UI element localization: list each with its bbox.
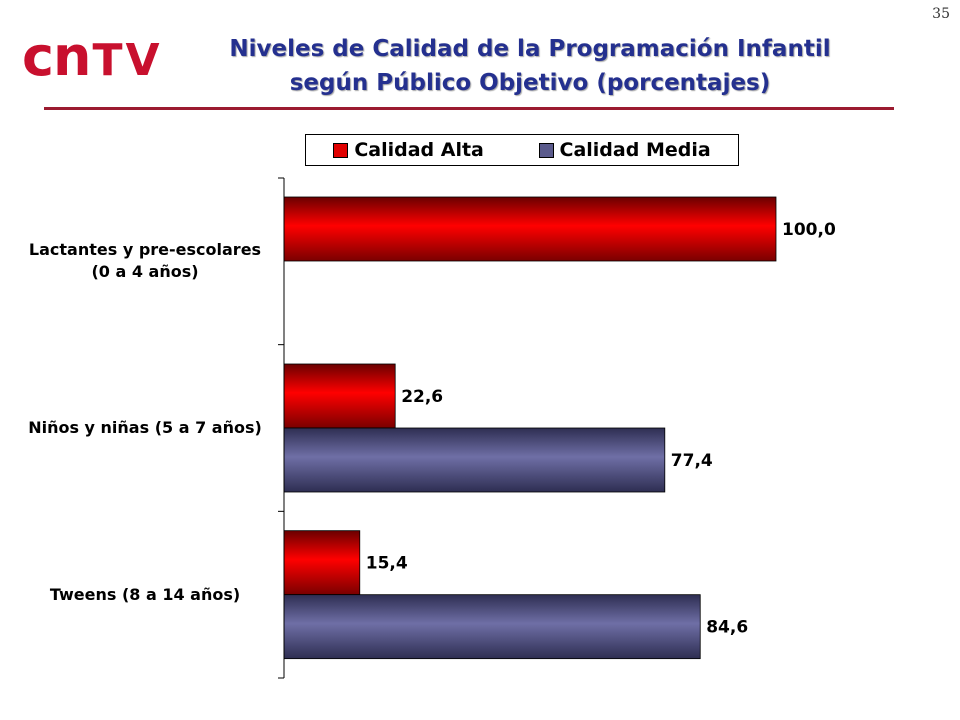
legend-item-alta: Calidad Alta [333,139,484,161]
data-label: 22,6 [401,387,443,407]
page-title: Niveles de Calidad de la Programación In… [200,32,860,100]
data-label: 100,0 [782,220,836,240]
category-label: Tweens (8 a 14 años) [49,584,241,604]
logo-tv: TV [92,35,163,86]
legend-swatch-media [538,142,554,158]
data-label: 84,6 [706,618,748,638]
logo-cn: cn [22,25,91,88]
legend-label-media: Calidad Media [559,139,711,161]
legend-swatch-alta [333,142,349,158]
data-label: 15,4 [366,554,408,574]
legend-label-alta: Calidad Alta [354,139,484,161]
category-label: Niños y niñas (5 a 7 años) [28,418,262,437]
chart-legend: Calidad Alta Calidad Media [305,134,739,166]
bar-calidad-alta [283,196,777,262]
bar-calidad-alta [283,530,361,596]
bar-calidad-alta [283,363,396,429]
data-label: 77,4 [671,451,713,471]
cntv-logo: cnTV [22,30,163,84]
legend-item-media: Calidad Media [538,139,711,161]
title-rule [44,107,894,110]
title-line-2: según Público Objetivo (porcentajes) [289,70,771,96]
title-line-1: Niveles de Calidad de la Programación In… [229,36,831,62]
page-number: 35 [932,6,950,22]
bar-calidad-media [283,594,701,660]
bar-calidad-media [283,427,666,493]
category-label: Lactantes y pre-escolares (0 a 4 años) [28,240,262,282]
